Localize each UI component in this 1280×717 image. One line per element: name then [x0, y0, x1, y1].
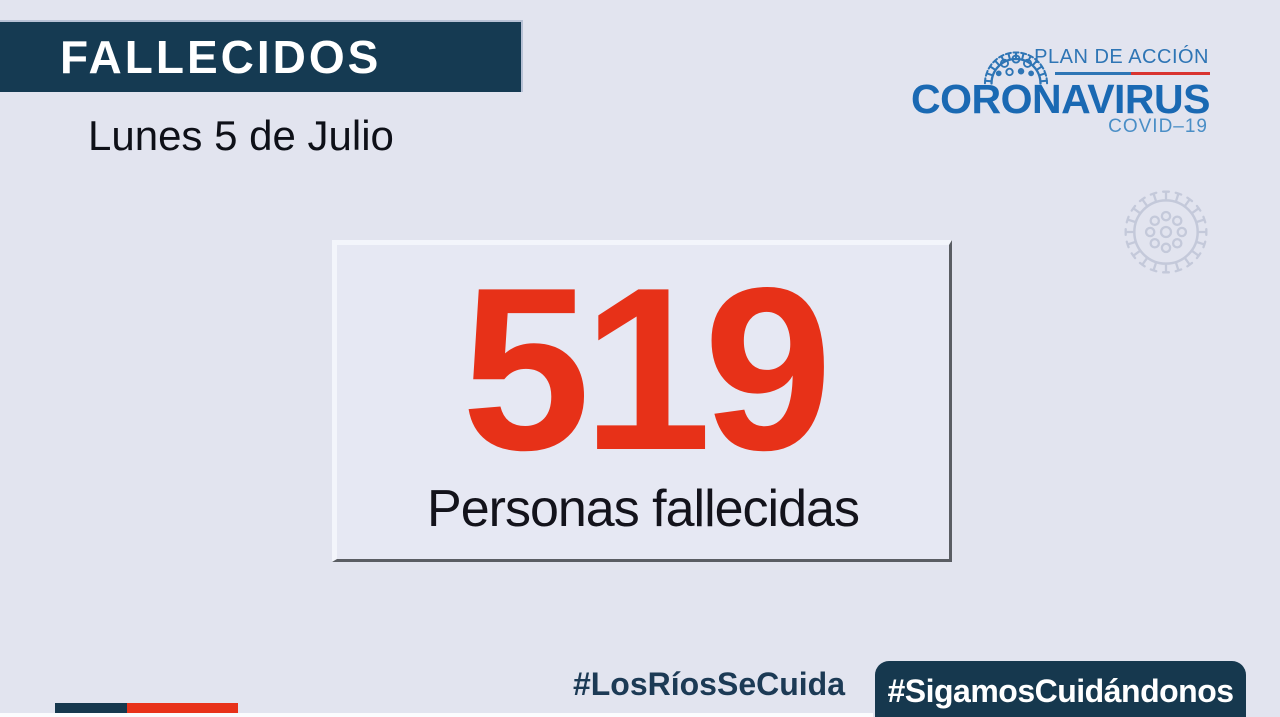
logo-covid-text: COVID–19	[1108, 116, 1208, 137]
logo-brand-text: CORONAVIRUS	[911, 76, 1210, 122]
hashtag-sigamos-badge: #SigamosCuidándonos	[875, 661, 1246, 717]
flag-bar-red	[127, 703, 238, 713]
logo-plan-text: PLAN DE ACCIÓN	[1034, 46, 1209, 68]
stat-card: 519 Personas fallecidas	[332, 240, 952, 562]
hashtag-losrios: #LosRíosSeCuida	[572, 666, 845, 702]
virus-logo-icon	[983, 51, 1049, 85]
flag-bar-navy	[55, 703, 127, 713]
hashtag-sigamos-label: #SigamosCuidándonos	[887, 672, 1234, 709]
deaths-label: Personas fallecidas	[427, 480, 860, 538]
deaths-count: 519	[461, 240, 832, 499]
underline-blue-segment	[1055, 72, 1131, 75]
date-label: Lunes 5 de Julio	[88, 112, 394, 159]
logo-underline	[1055, 72, 1210, 75]
government-logo	[55, 703, 238, 713]
bottom-edge-strip	[0, 713, 873, 717]
virus-watermark-icon	[1124, 190, 1208, 274]
page-title: FALLECIDOS	[60, 31, 382, 83]
underline-red-segment	[1131, 72, 1210, 75]
header-banner: FALLECIDOS	[0, 20, 523, 92]
coronavirus-logo: PLAN DE ACCIÓN CORONAVIRUS COVID–19	[880, 30, 1210, 142]
